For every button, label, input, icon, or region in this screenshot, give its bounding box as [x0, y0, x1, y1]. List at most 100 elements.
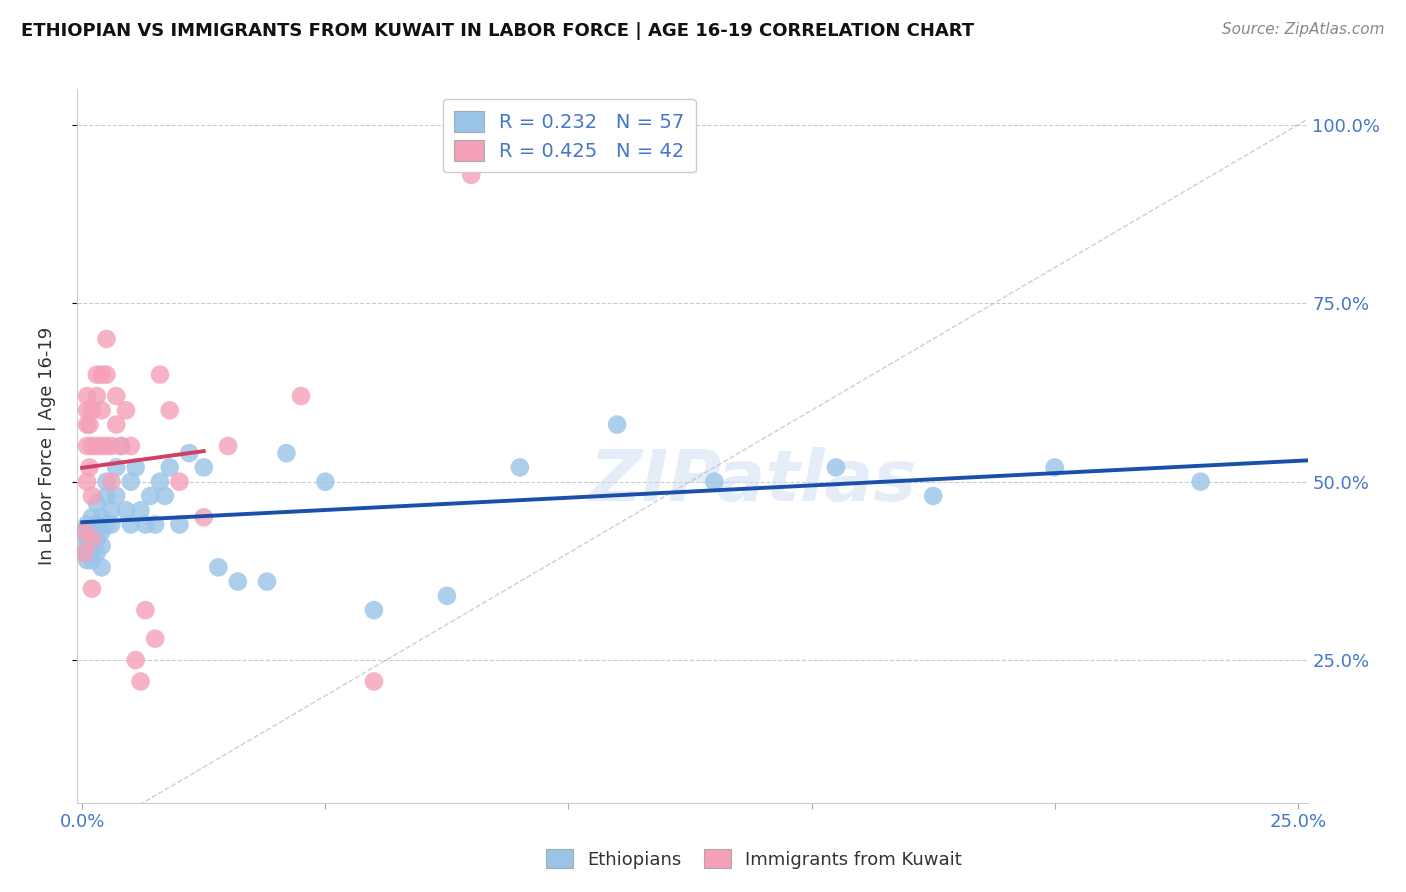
Point	[125, 653, 148, 667]
Point	[159, 403, 181, 417]
Point	[460, 168, 482, 182]
Point	[139, 489, 162, 503]
Point	[79, 546, 101, 560]
Text: ZIPatlas: ZIPatlas	[591, 447, 918, 516]
Point	[86, 546, 108, 560]
Point	[207, 560, 229, 574]
Point	[76, 517, 98, 532]
Point	[105, 460, 128, 475]
Point	[80, 539, 103, 553]
Text: Source: ZipAtlas.com: Source: ZipAtlas.com	[1222, 22, 1385, 37]
Point	[79, 460, 101, 475]
Point	[73, 546, 96, 560]
Point	[80, 489, 103, 503]
Point	[134, 603, 156, 617]
Point	[96, 489, 118, 503]
Point	[134, 517, 156, 532]
Point	[86, 368, 108, 382]
Point	[90, 524, 112, 539]
Point	[90, 560, 112, 574]
Point	[105, 417, 128, 432]
Point	[193, 460, 215, 475]
Point	[825, 460, 848, 475]
Point	[90, 439, 112, 453]
Point	[276, 446, 298, 460]
Point	[290, 389, 312, 403]
Point	[76, 553, 98, 567]
Point	[226, 574, 249, 589]
Point	[90, 539, 112, 553]
Point	[86, 439, 108, 453]
Point	[363, 674, 385, 689]
Point	[96, 475, 118, 489]
Point	[120, 475, 142, 489]
Y-axis label: In Labor Force | Age 16-19: In Labor Force | Age 16-19	[38, 326, 56, 566]
Point	[80, 439, 103, 453]
Point	[193, 510, 215, 524]
Point	[179, 446, 201, 460]
Point	[314, 475, 336, 489]
Point	[169, 475, 191, 489]
Point	[509, 460, 531, 475]
Point	[363, 603, 385, 617]
Point	[76, 475, 98, 489]
Point	[80, 532, 103, 546]
Point	[100, 439, 122, 453]
Point	[90, 368, 112, 382]
Point	[96, 517, 118, 532]
Point	[76, 417, 98, 432]
Point	[159, 460, 181, 475]
Point	[120, 517, 142, 532]
Point	[86, 496, 108, 510]
Point	[129, 503, 152, 517]
Point	[76, 532, 98, 546]
Point	[606, 417, 628, 432]
Point	[80, 524, 103, 539]
Point	[129, 674, 152, 689]
Point	[115, 403, 138, 417]
Point	[96, 368, 118, 382]
Point	[100, 475, 122, 489]
Point	[922, 489, 945, 503]
Point	[217, 439, 239, 453]
Point	[73, 546, 96, 560]
Point	[153, 489, 176, 503]
Point	[90, 510, 112, 524]
Point	[80, 510, 103, 524]
Point	[105, 389, 128, 403]
Point	[73, 524, 96, 539]
Point	[86, 532, 108, 546]
Point	[80, 553, 103, 567]
Point	[256, 574, 278, 589]
Point	[76, 539, 98, 553]
Point	[73, 524, 96, 539]
Point	[169, 517, 191, 532]
Point	[703, 475, 725, 489]
Point	[100, 503, 122, 517]
Point	[115, 503, 138, 517]
Point	[86, 517, 108, 532]
Point	[1189, 475, 1212, 489]
Point	[79, 524, 101, 539]
Point	[436, 589, 458, 603]
Point	[110, 439, 132, 453]
Point	[80, 582, 103, 596]
Point	[1043, 460, 1066, 475]
Point	[125, 460, 148, 475]
Point	[120, 439, 142, 453]
Point	[110, 439, 132, 453]
Point	[143, 517, 166, 532]
Point	[80, 403, 103, 417]
Point	[79, 417, 101, 432]
Point	[105, 489, 128, 503]
Point	[96, 439, 118, 453]
Point	[149, 475, 172, 489]
Point	[100, 517, 122, 532]
Point	[86, 389, 108, 403]
Point	[76, 439, 98, 453]
Point	[76, 389, 98, 403]
Point	[76, 403, 98, 417]
Point	[96, 332, 118, 346]
Point	[90, 403, 112, 417]
Point	[143, 632, 166, 646]
